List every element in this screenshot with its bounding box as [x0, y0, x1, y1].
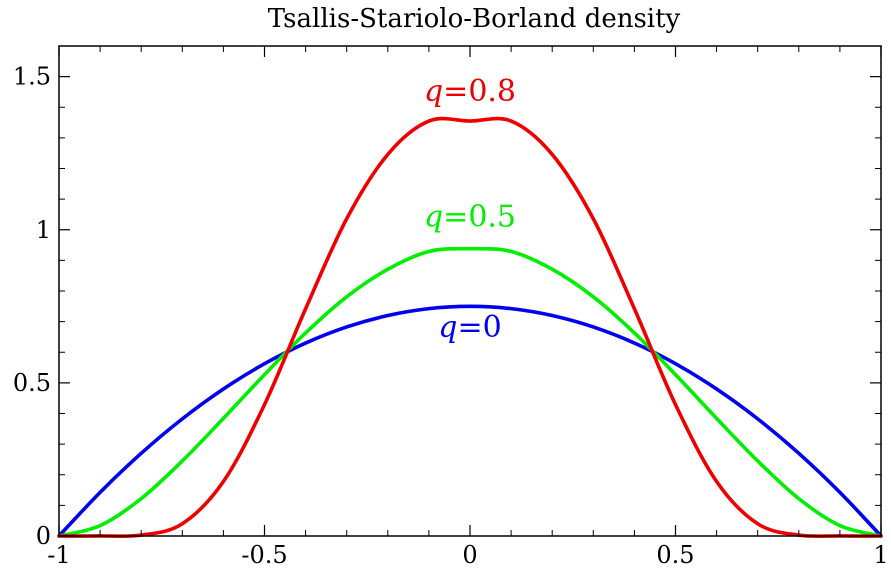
series-label-eq: = — [443, 74, 468, 109]
y-tick-label: 1.5 — [13, 63, 51, 91]
series-label-val: 0.5 — [468, 200, 516, 235]
series-label-2: q=0.8 — [424, 74, 516, 109]
x-tick-label: -1 — [47, 541, 70, 569]
y-tick-label: 0.5 — [13, 369, 51, 397]
x-tick-label: 0 — [462, 541, 477, 569]
x-tick-label: 0.5 — [656, 541, 694, 569]
series-label-var: q — [424, 74, 443, 109]
series-label-var: q — [438, 310, 457, 345]
y-tick-label: 0 — [36, 522, 51, 550]
series-label-eq: = — [457, 310, 482, 345]
series-layer — [57, 116, 883, 539]
series-line-0 — [57, 304, 883, 538]
series-label-0: q=0 — [438, 310, 501, 345]
series-label-1: q=0.5 — [424, 200, 516, 235]
chart-title: Tsallis-Stariolo-Borland density — [268, 4, 681, 34]
series-label-var: q — [424, 200, 443, 235]
series-label-val: 0.8 — [468, 74, 516, 109]
y-tick-label: 1 — [36, 216, 51, 244]
x-tick-label: 1 — [873, 541, 888, 569]
x-tick-label: -0.5 — [241, 541, 287, 569]
series-line-2 — [57, 116, 883, 539]
series-label-eq: = — [443, 200, 468, 235]
tick-layer: -1 -0.5 0 0.5 1 0 0.5 1 1.5 — [13, 46, 889, 569]
series-label-val: 0 — [483, 310, 502, 345]
series-line-1 — [57, 246, 883, 538]
series-label-layer: q=0q=0.5q=0.8 — [424, 74, 516, 345]
